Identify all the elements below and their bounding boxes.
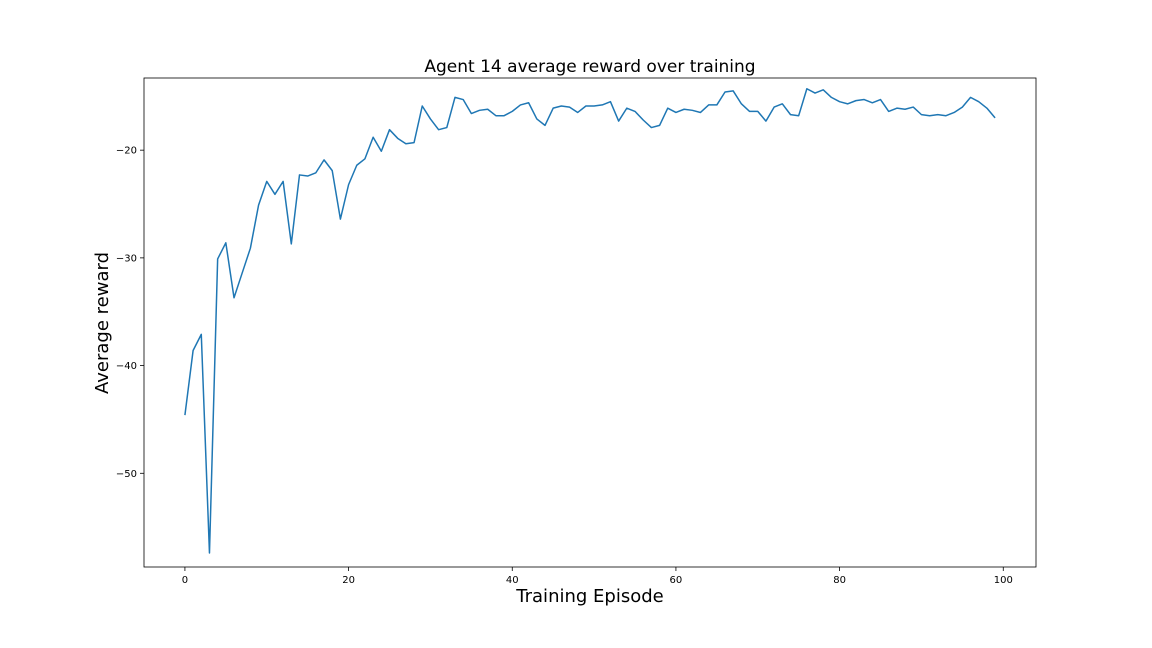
series-line-0: [184, 88, 996, 554]
y-tick-label--30: −30: [116, 253, 137, 264]
y-tick-label--40: −40: [116, 361, 137, 372]
x-tick-label-20: 20: [342, 575, 355, 586]
x-axis-title: Training Episode: [515, 586, 663, 607]
plot-area: 0 20 40 60 80 100 −50 −40 −30 −20: [116, 77, 1037, 586]
x-tick-label-60: 60: [670, 575, 683, 586]
x-tick-label-0: 0: [182, 575, 188, 586]
x-tick-label-80: 80: [833, 575, 846, 586]
y-tick-label--20: −20: [116, 146, 137, 157]
y-axis-title: Average reward: [92, 252, 113, 394]
plot-frame: [143, 77, 1037, 568]
y-tick-label--50: −50: [116, 469, 137, 480]
x-tick-label-100: 100: [994, 575, 1013, 586]
x-tick-label-40: 40: [506, 575, 519, 586]
chart-title: Agent 14 average reward over training: [424, 57, 755, 77]
